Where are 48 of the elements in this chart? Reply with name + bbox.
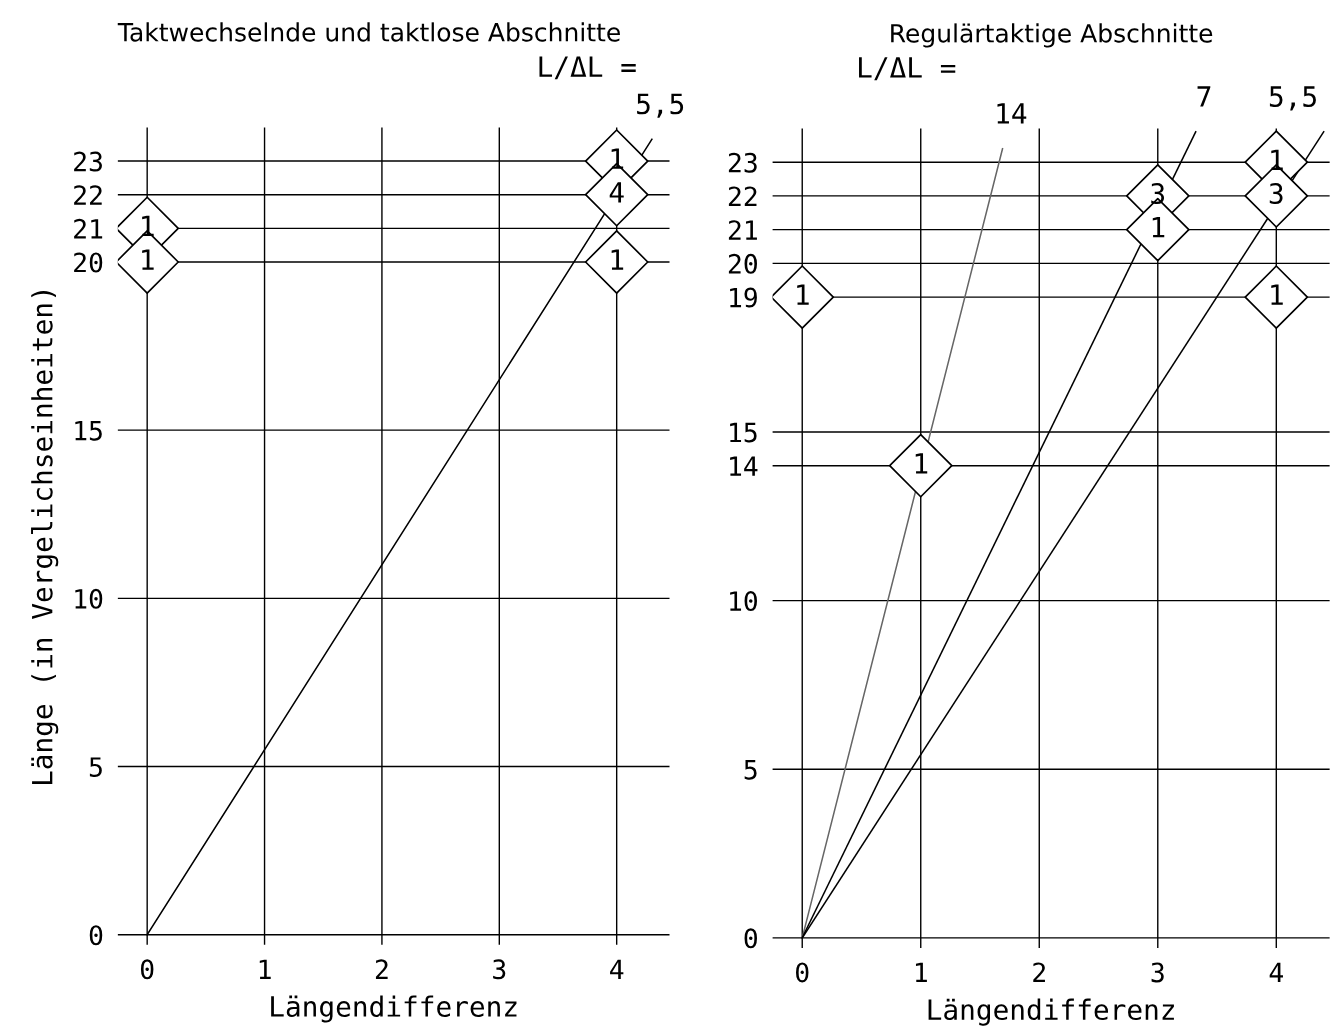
y-tick-label: 10 <box>75 588 103 609</box>
annotation: 4 <box>609 182 624 203</box>
text: L/ΔL = <box>859 57 956 81</box>
y-tick-label: 15 <box>730 422 757 443</box>
annotation: 5,5 <box>1269 86 1316 111</box>
y-tick-label: 15 <box>75 421 102 441</box>
x-tick-label: 3 <box>493 959 506 980</box>
annotation: 3 <box>1151 183 1165 205</box>
x-tick-label: 0 <box>796 962 809 983</box>
y-tick-label: 20 <box>74 252 103 273</box>
annotation: 5,5 <box>637 93 684 118</box>
y-tick-label: 23 <box>74 151 102 172</box>
y-axis-title: Länge (in Vergelichseinheiten) <box>31 291 59 785</box>
annotation: 7 <box>1197 86 1211 107</box>
y-tick-label: 21 <box>74 218 103 239</box>
annotation: 1 <box>1152 217 1165 238</box>
y-tick-label: 21 <box>728 220 757 240</box>
x-tick-label: 1 <box>915 962 927 983</box>
y-tick-label: 14 <box>730 456 758 476</box>
y-tick-label: 22 <box>728 186 757 207</box>
y-tick-label: 5 <box>89 757 102 778</box>
y-tick-label: 5 <box>744 760 757 780</box>
y-tick-label: 0 <box>744 928 757 949</box>
y-tick-label: 0 <box>89 925 103 946</box>
x-tick-label: 2 <box>1033 962 1045 983</box>
annotation: 14 <box>997 103 1027 124</box>
x-tick-label: 3 <box>1151 962 1164 983</box>
y-tick-label: 19 <box>730 287 757 308</box>
x-tick-label: 1 <box>259 959 271 979</box>
annotation: 1 <box>797 284 809 305</box>
text: L/ΔL = <box>539 56 636 80</box>
x-tick-label: 2 <box>375 959 388 979</box>
y-tick-label: 10 <box>730 591 757 612</box>
x-tick-label: 4 <box>610 959 624 979</box>
annotation: 3 <box>1269 183 1283 205</box>
annotation: 1 <box>142 249 154 270</box>
y-tick-label: 22 <box>74 185 102 205</box>
chart-title: Regulärtaktige Abschnitte <box>891 23 1213 48</box>
y-tick-label: 23 <box>728 152 757 173</box>
annotation: 1 <box>915 453 928 474</box>
x-tick-label: 0 <box>140 959 154 980</box>
x-axis-title: Längendifferenz <box>928 998 1174 1026</box>
y-tick-label: 20 <box>728 253 757 274</box>
x-tick-label: 4 <box>1269 962 1283 983</box>
annotation: 1 <box>611 249 624 270</box>
annotation: 1 <box>1271 284 1283 305</box>
chart-title: Taktwechselnde und taktlose Abschnitte <box>117 22 620 42</box>
x-axis-title: Längendifferenz <box>271 995 517 1023</box>
